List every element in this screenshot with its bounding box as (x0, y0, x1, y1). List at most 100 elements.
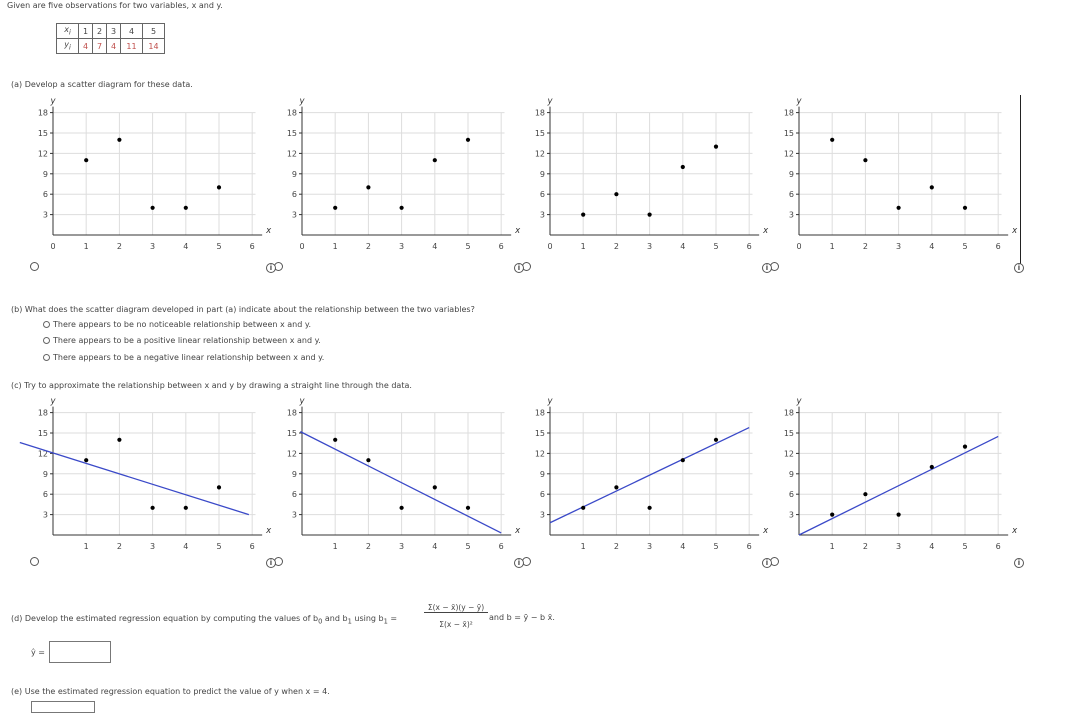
y-tick-label: 9 (789, 470, 794, 479)
graph-a-5-info-icon[interactable]: i (1014, 263, 1024, 273)
y-tick-label: 9 (540, 470, 545, 479)
data-point (333, 205, 338, 210)
x-tick-label: 2 (117, 242, 122, 251)
data-point (929, 464, 934, 470)
x-tick-label: 3 (399, 542, 404, 551)
y-tick-label: 15 (38, 129, 48, 138)
x-tick-label: 1 (581, 542, 586, 551)
x-tick-label: 6 (747, 542, 752, 551)
data-point (117, 137, 122, 142)
option-radio[interactable] (43, 354, 50, 361)
part-b-option-2[interactable]: There appears to be a positive linear re… (43, 336, 321, 345)
x-tick-label: 4 (929, 542, 934, 551)
y-tick-label: 9 (540, 170, 545, 179)
graph-c-option-1-radio[interactable] (30, 557, 39, 566)
data-point (614, 485, 619, 490)
y-cell: 4 (106, 38, 121, 54)
y-tick-label: 15 (287, 429, 297, 438)
part-b-option-1[interactable]: There appears to be no noticeable relati… (43, 320, 311, 329)
y-tick-label: 15 (535, 429, 545, 438)
y-tick-label: 12 (784, 149, 794, 158)
x-header: xi (56, 23, 79, 39)
x-tick-label: 4 (680, 542, 685, 551)
y-cell: 14 (142, 38, 165, 54)
x-tick-label: 6 (747, 242, 752, 251)
x-tick-label: 5 (713, 542, 718, 551)
part-b-option-3[interactable]: There appears to be a negative linear re… (43, 353, 324, 362)
y-axis-label: y (298, 397, 305, 407)
data-point (84, 458, 89, 463)
y-tick-label: 3 (292, 211, 297, 220)
y-tick-label: 9 (292, 170, 297, 179)
part-b-question: (b) What does the scatter diagram develo… (11, 305, 475, 314)
x-tick-label: 2 (863, 242, 868, 251)
data-point (333, 437, 338, 442)
data-point (962, 444, 968, 449)
graph-a-2-info-icon[interactable]: i (266, 263, 276, 273)
data-point (614, 192, 619, 197)
graph-c-2-info-icon[interactable]: i (266, 558, 276, 568)
data-point (465, 137, 471, 142)
y-tick-label: 12 (784, 449, 794, 458)
data-point (581, 212, 586, 217)
x-tick-label: 1 (84, 242, 89, 251)
part-a-question: (a) Develop a scatter diagram for these … (11, 80, 193, 89)
x-cell: 5 (142, 23, 165, 39)
y-tick-label: 12 (535, 149, 545, 158)
y-tick-label: 6 (540, 190, 545, 199)
prediction-input[interactable] (31, 701, 95, 713)
x-tick-label: 5 (962, 242, 967, 251)
graph-a-3-info-icon[interactable]: i (514, 263, 524, 273)
x-tick-label: 6 (996, 242, 1001, 251)
data-point (432, 158, 437, 163)
x-axis-label: x (762, 226, 769, 236)
data-point (680, 458, 685, 463)
option-radio[interactable] (43, 337, 50, 344)
y-tick-label: 6 (43, 190, 48, 199)
y-tick-label: 6 (292, 490, 297, 499)
graph-c-4-info-icon[interactable]: i (762, 558, 772, 568)
x-tick-label: 6 (250, 542, 255, 551)
data-point (647, 505, 652, 510)
graph-c-3-info-icon[interactable]: i (514, 558, 524, 568)
y-tick-label: 9 (789, 170, 794, 179)
data-point (929, 185, 934, 190)
x-tick-label: 4 (929, 242, 934, 251)
y-tick-label: 18 (38, 109, 48, 118)
data-point (183, 505, 188, 510)
y-tick-label: 3 (43, 511, 48, 520)
y-tick-label: 9 (43, 470, 48, 479)
y-tick-label: 18 (287, 409, 297, 418)
y-tick-label: 6 (789, 190, 794, 199)
y-tick-label: 15 (535, 129, 545, 138)
y-tick-label: 3 (789, 211, 794, 220)
x-tick-label: 2 (366, 242, 371, 251)
y-axis-label: y (49, 97, 56, 107)
graph-c-5-info-icon[interactable]: i (1014, 558, 1024, 568)
x-axis-label: x (1011, 526, 1018, 536)
data-point (830, 137, 835, 142)
option-radio[interactable] (43, 321, 50, 328)
x-tick-label: 3 (896, 542, 901, 551)
regression-equation-input[interactable] (49, 641, 111, 663)
data-point (84, 158, 89, 163)
x-tick-label: 2 (117, 542, 122, 551)
x-tick-label: 0 (796, 242, 801, 251)
data-point (366, 458, 371, 463)
y-tick-label: 15 (287, 129, 297, 138)
y-tick-label: 18 (784, 109, 794, 118)
graph-a-4-info-icon[interactable]: i (762, 263, 772, 273)
x-tick-label: 5 (962, 542, 967, 551)
data-point (680, 164, 685, 170)
x-tick-label: 4 (183, 242, 188, 251)
y-tick-label: 15 (784, 429, 794, 438)
data-point (647, 212, 652, 217)
x-tick-label: 3 (647, 542, 652, 551)
y-cell: 7 (92, 38, 107, 54)
graph-a-option-1-radio[interactable] (30, 262, 39, 271)
y-tick-label: 6 (789, 490, 794, 499)
x-axis-label: x (265, 226, 272, 236)
